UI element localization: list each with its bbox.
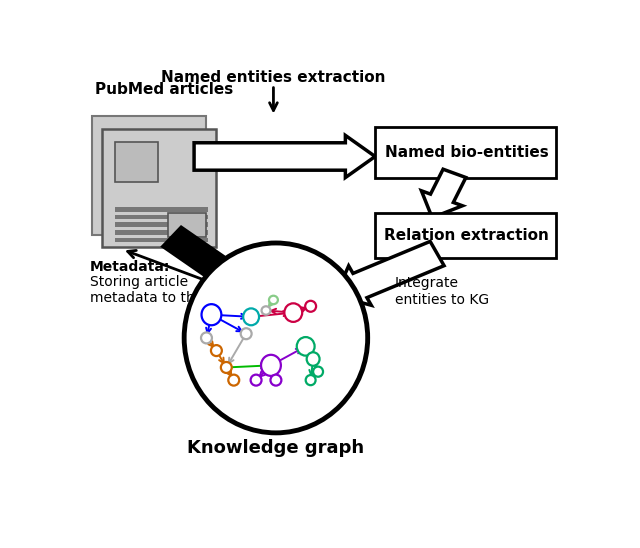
- Ellipse shape: [297, 337, 315, 356]
- Text: Named entities extraction: Named entities extraction: [161, 70, 386, 85]
- Ellipse shape: [262, 306, 271, 315]
- Ellipse shape: [313, 367, 323, 376]
- Ellipse shape: [284, 304, 302, 322]
- FancyBboxPatch shape: [115, 215, 208, 219]
- FancyBboxPatch shape: [92, 116, 207, 235]
- Polygon shape: [163, 227, 251, 295]
- FancyBboxPatch shape: [115, 207, 208, 212]
- Text: Metadata:: Metadata:: [90, 260, 170, 274]
- FancyBboxPatch shape: [115, 222, 208, 227]
- Ellipse shape: [241, 328, 252, 339]
- Ellipse shape: [243, 309, 259, 326]
- Polygon shape: [194, 135, 375, 178]
- Ellipse shape: [202, 304, 221, 326]
- Ellipse shape: [305, 301, 316, 312]
- Text: Relation extraction: Relation extraction: [385, 229, 549, 243]
- Ellipse shape: [184, 243, 367, 433]
- FancyBboxPatch shape: [102, 129, 216, 247]
- Polygon shape: [421, 169, 466, 218]
- FancyBboxPatch shape: [375, 127, 556, 178]
- Ellipse shape: [307, 352, 319, 366]
- Text: Integrate
entities to KG: Integrate entities to KG: [395, 276, 489, 307]
- Polygon shape: [335, 242, 444, 305]
- Ellipse shape: [306, 375, 316, 385]
- Text: Knowledge graph: Knowledge graph: [188, 438, 365, 456]
- Ellipse shape: [251, 375, 262, 386]
- Ellipse shape: [201, 333, 212, 344]
- FancyBboxPatch shape: [115, 142, 158, 182]
- Ellipse shape: [211, 345, 222, 356]
- FancyBboxPatch shape: [168, 213, 206, 237]
- FancyBboxPatch shape: [115, 238, 208, 242]
- Ellipse shape: [221, 362, 232, 373]
- Ellipse shape: [261, 355, 281, 376]
- Ellipse shape: [228, 375, 239, 386]
- Ellipse shape: [271, 375, 282, 386]
- Ellipse shape: [269, 296, 278, 304]
- Text: Named bio-entities: Named bio-entities: [385, 145, 548, 160]
- Text: PubMed articles: PubMed articles: [95, 82, 233, 98]
- Text: Storing article
metadata to the KG: Storing article metadata to the KG: [90, 275, 227, 305]
- FancyBboxPatch shape: [115, 230, 208, 235]
- FancyBboxPatch shape: [375, 213, 556, 258]
